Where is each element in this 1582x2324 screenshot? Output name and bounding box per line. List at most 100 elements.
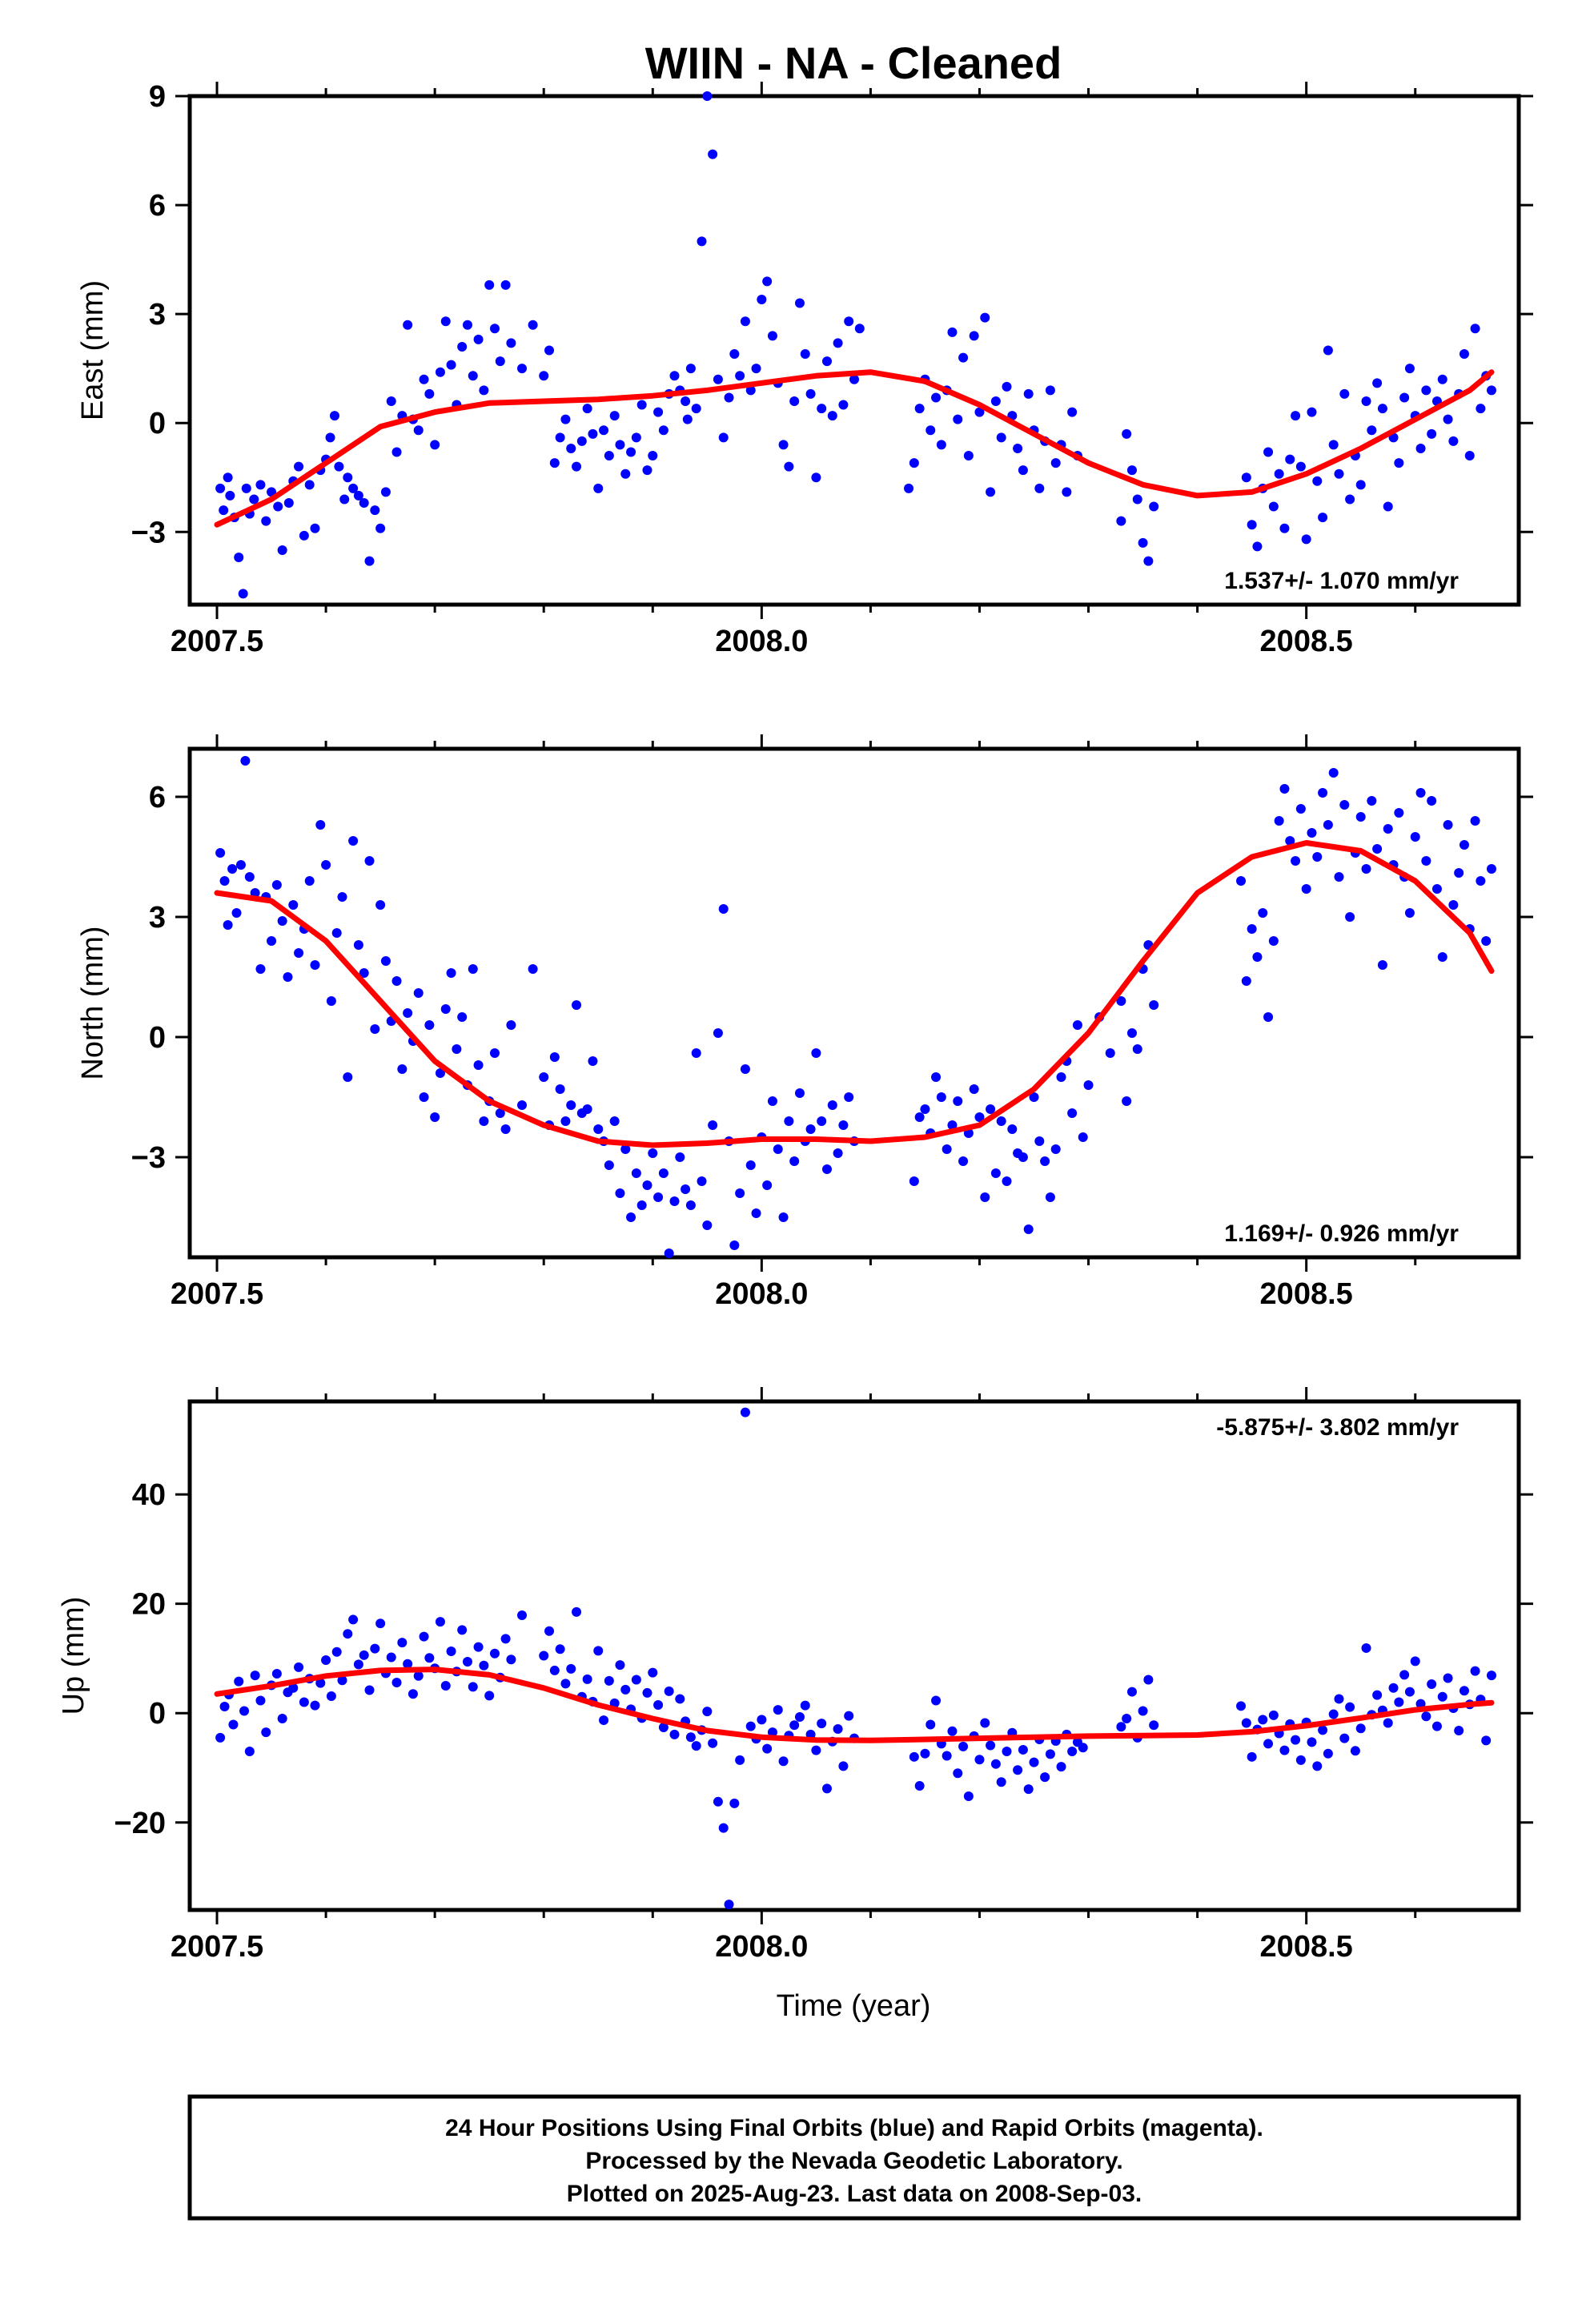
east-data-point	[255, 480, 266, 490]
north-data-point	[235, 860, 246, 870]
east-data-point	[1443, 414, 1453, 424]
north-data-point	[1149, 1000, 1159, 1010]
east-data-point	[495, 356, 505, 367]
north-data-point	[1383, 824, 1393, 834]
up-data-point	[419, 1631, 429, 1642]
up-data-point	[811, 1745, 821, 1755]
up-data-point	[1334, 1694, 1344, 1704]
up-data-point	[691, 1741, 701, 1751]
up-data-point	[593, 1646, 604, 1656]
footer-box	[187, 2094, 1521, 2221]
up-data-point	[359, 1650, 369, 1660]
north-data-point	[539, 1072, 549, 1082]
north-data-point	[219, 876, 230, 886]
north-fit-line	[214, 840, 1495, 1148]
east-data-point	[1334, 468, 1344, 479]
up-data-point	[729, 1798, 740, 1808]
north-data-point	[267, 936, 277, 946]
east-data-point	[506, 338, 516, 348]
east-data-point	[800, 349, 810, 360]
up-data-point	[413, 1671, 424, 1681]
north-data-point	[1067, 1108, 1078, 1118]
east-y-tick-label: 0	[149, 407, 166, 440]
up-data-point	[974, 1755, 985, 1765]
north-data-point	[1056, 1072, 1066, 1082]
east-data-point	[484, 279, 495, 290]
east-x-tick-label: 2008.0	[715, 625, 808, 658]
up-data-point	[604, 1675, 614, 1686]
up-data-point	[403, 1659, 413, 1669]
north-data-point	[1279, 784, 1290, 794]
east-data-point	[1285, 454, 1295, 464]
up-data-point	[544, 1626, 555, 1636]
east-data-point	[1323, 345, 1333, 356]
east-data-point	[762, 276, 773, 287]
east-data-point	[249, 494, 259, 505]
up-data-point	[343, 1629, 353, 1639]
up-data-point	[479, 1660, 489, 1671]
east-data-point	[446, 360, 456, 370]
up-data-point	[669, 1729, 680, 1739]
east-data-point	[838, 400, 849, 410]
east-data-point	[990, 396, 1001, 406]
north-data-point	[277, 916, 287, 926]
east-data-point	[576, 436, 587, 446]
up-data-point	[615, 1660, 625, 1671]
north-data-point	[1034, 1136, 1045, 1146]
east-data-point	[745, 385, 756, 396]
figure-title: WIIN - NA - Cleaned	[645, 38, 1062, 88]
east-data-point	[718, 432, 729, 443]
east-data-point	[729, 349, 740, 360]
up-data-point	[271, 1669, 282, 1679]
north-data-point	[375, 900, 386, 910]
north-data-point	[582, 1104, 592, 1114]
up-data-point	[963, 1791, 974, 1801]
up-data-point	[675, 1694, 685, 1704]
east-data-point	[827, 411, 837, 421]
east-data-point	[1307, 407, 1317, 417]
east-data-point	[849, 374, 859, 384]
up-data-point	[457, 1625, 468, 1635]
up-data-point	[642, 1687, 652, 1698]
east-y-tick-label: 9	[149, 80, 166, 114]
north-data-point	[609, 1116, 620, 1126]
north-data-point	[1116, 996, 1126, 1006]
north-data-point	[244, 872, 255, 882]
east-data-point	[1476, 404, 1486, 414]
north-x-tick-label: 2007.5	[171, 1277, 263, 1311]
north-data-point	[397, 1064, 408, 1074]
east-data-point	[914, 404, 925, 414]
east-data-point	[1448, 436, 1459, 446]
north-data-point	[631, 1168, 641, 1178]
east-data-point	[947, 327, 958, 337]
up-data-point	[489, 1648, 500, 1659]
north-data-point	[681, 1184, 691, 1194]
east-data-point	[702, 91, 713, 101]
east-data-point	[1399, 392, 1410, 403]
east-data-point	[1274, 468, 1284, 479]
north-data-point	[1029, 1092, 1039, 1102]
up-y-tick-label: 20	[132, 1588, 166, 1622]
up-data-point	[980, 1718, 990, 1728]
east-data-point	[424, 388, 435, 399]
east-data-point	[794, 298, 805, 308]
up-data-point	[1339, 1733, 1350, 1743]
up-data-point	[315, 1678, 326, 1688]
east-data-point	[1470, 324, 1480, 334]
east-data-point	[430, 440, 440, 450]
up-data-point	[1241, 1718, 1251, 1728]
up-data-point	[724, 1900, 734, 1910]
east-data-point	[1067, 407, 1078, 417]
east-data-point	[974, 407, 985, 417]
up-data-point	[255, 1695, 266, 1706]
up-data-point	[1481, 1735, 1492, 1746]
east-data-point	[339, 494, 350, 505]
up-data-point	[370, 1643, 380, 1654]
north-data-point	[337, 892, 347, 902]
up-data-point	[926, 1719, 936, 1730]
east-data-point	[767, 331, 777, 341]
up-data-point	[391, 1677, 402, 1687]
up-data-point	[228, 1719, 239, 1730]
up-data-point	[277, 1714, 287, 1724]
